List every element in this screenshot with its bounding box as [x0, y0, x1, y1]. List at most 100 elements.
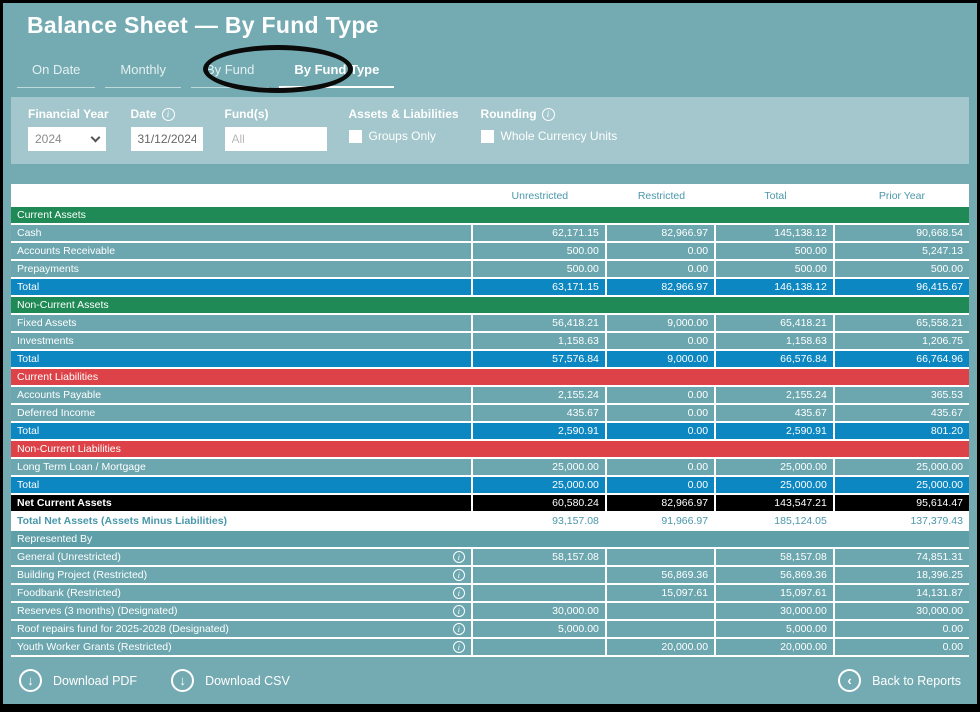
row-label: Total [11, 279, 473, 295]
tab-monthly[interactable]: Monthly [105, 57, 181, 88]
cell-value: 435.67 [472, 405, 607, 421]
row-label: Prepayments [11, 261, 473, 277]
section-header-row: Represented By [11, 531, 969, 547]
table-row: Total 2,590.91 0.00 2,590.91 801.20 [11, 423, 969, 439]
cell-value: 0.00 [606, 423, 717, 439]
date-input[interactable] [130, 127, 203, 151]
section-label: Current Assets [11, 207, 969, 223]
cell-value: 500.00 [716, 261, 835, 277]
cell-value: 365.53 [834, 387, 969, 403]
cell-value: 25,000.00 [716, 477, 835, 493]
date-group: Date i [130, 107, 203, 151]
download-csv-label: Download CSV [205, 673, 290, 688]
table-row: Foodbank (Restricted) i 15,097.61 15,097.61… [11, 585, 969, 601]
cell-value: 5,247.13 [834, 243, 969, 259]
cell-value: 146,138.12 [716, 279, 835, 295]
back-to-reports-button[interactable]: ‹ Back to Reports [838, 669, 961, 692]
table-row: Accounts Receivable 500.00 0.00 500.00 5,247… [11, 243, 969, 259]
row-label: Accounts Receivable [11, 243, 473, 259]
cell-value [472, 585, 607, 601]
table-row: Total 57,576.84 9,000.00 66,576.84 66,764.96 [11, 351, 969, 367]
column-header-total: Total [716, 186, 835, 205]
table-row: Total 25,000.00 0.00 25,000.00 25,000.00 [11, 477, 969, 493]
cell-value: 91,966.97 [606, 513, 717, 529]
cell-value: 435.67 [834, 405, 969, 421]
cell-value: 137,379.43 [834, 513, 969, 529]
download-pdf-label: Download PDF [53, 673, 138, 688]
download-csv-button[interactable]: ↓ Download CSV [171, 669, 290, 692]
cell-value: 0.00 [834, 639, 969, 655]
cell-value: 74,851.31 [834, 549, 969, 565]
financial-year-group: Financial Year 2024 [28, 107, 109, 151]
tab-on-date[interactable]: On Date [17, 57, 96, 88]
rounding-info-icon[interactable]: i [541, 107, 555, 121]
cell-value: 30,000.00 [472, 603, 607, 619]
cell-value: 20,000.00 [716, 639, 835, 655]
page-title: Balance Sheet — By Fund Type [27, 12, 379, 38]
table-row: Deferred Income 435.67 0.00 435.67 435.67 [11, 405, 969, 421]
row-label: Cash [11, 225, 473, 241]
cell-value: 56,418.21 [472, 315, 607, 331]
cell-value: 56,869.36 [606, 567, 717, 583]
cell-value: 500.00 [472, 243, 607, 259]
info-icon[interactable]: i [452, 641, 465, 653]
section-header-row: Current Assets [11, 207, 969, 223]
cell-value: 2,155.24 [716, 387, 835, 403]
cell-value: 96,415.67 [834, 279, 969, 295]
cell-value: 2,590.91 [716, 423, 835, 439]
table-row: Building Project (Restricted) i 56,869.36 5… [11, 567, 969, 583]
row-label: Fixed Assets [11, 315, 473, 331]
row-label: Deferred Income [11, 405, 473, 421]
tab-by-fund[interactable]: By Fund [190, 57, 270, 88]
cell-value: 62,171.15 [472, 225, 607, 241]
tab-by-fund-type[interactable]: By Fund Type [279, 57, 395, 88]
assets-liabilities-group: Assets & Liabilities Groups Only [348, 107, 459, 143]
whole-currency-units-checkbox[interactable] [480, 129, 494, 143]
cell-value: 5,000.00 [716, 621, 835, 637]
cell-value: 65,558.21 [834, 315, 969, 331]
cell-value: 66,764.96 [834, 351, 969, 367]
funds-input[interactable] [224, 127, 327, 151]
cell-value: 0.00 [834, 621, 969, 637]
chevron-left-icon: ‹ [838, 669, 862, 692]
tab-bar: On Date Monthly By Fund By Fund Type [17, 57, 977, 88]
info-icon[interactable]: i [452, 569, 465, 581]
cell-value: 60,580.24 [472, 495, 607, 511]
cell-value: 500.00 [472, 261, 607, 277]
footer-bar: ↓ Download PDF ↓ Download CSV ‹ Back to … [19, 669, 961, 692]
date-info-icon[interactable]: i [161, 107, 175, 121]
section-header-row: Current Liabilities [11, 369, 969, 385]
download-icon: ↓ [171, 669, 195, 692]
cell-value: 0.00 [606, 333, 717, 349]
table-row: General (Unrestricted) i 58,157.08 58,157.0… [11, 549, 969, 565]
cell-value: 14,131.87 [834, 585, 969, 601]
row-label: Building Project (Restricted) i [11, 567, 473, 583]
cell-value: 435.67 [716, 405, 835, 421]
table-row: Investments 1,158.63 0.00 1,158.63 1,206.75 [11, 333, 969, 349]
info-icon[interactable]: i [452, 605, 465, 617]
section-header-row: Non-Current Assets [11, 297, 969, 313]
cell-value: 63,171.15 [472, 279, 607, 295]
financial-year-select[interactable]: 2024 [28, 127, 106, 151]
cell-value: 0.00 [606, 261, 717, 277]
date-label: Date i [131, 107, 203, 121]
row-label: Net Current Assets [11, 495, 473, 511]
balance-sheet-table: Unrestricted Restricted Total Prior Year… [11, 184, 969, 657]
cell-value [606, 621, 717, 637]
financial-year-label: Financial Year [28, 107, 109, 121]
info-icon[interactable]: i [452, 551, 465, 563]
cell-value [606, 549, 717, 565]
cell-value: 65,418.21 [716, 315, 835, 331]
cell-value: 1,206.75 [834, 333, 969, 349]
cell-value: 82,966.97 [606, 225, 717, 241]
table-row: Reserves (3 months) (Designated) i 30,000.… [11, 603, 969, 619]
row-label: Accounts Payable [11, 387, 473, 403]
cell-value: 0.00 [606, 387, 717, 403]
download-pdf-button[interactable]: ↓ Download PDF [19, 669, 137, 692]
row-label: Foodbank (Restricted) i [11, 585, 473, 601]
info-icon[interactable]: i [452, 623, 465, 635]
info-icon[interactable]: i [452, 587, 465, 599]
groups-only-checkbox[interactable] [348, 129, 362, 143]
rounding-label: Rounding i [481, 107, 618, 121]
cell-value: 143,547.21 [716, 495, 835, 511]
